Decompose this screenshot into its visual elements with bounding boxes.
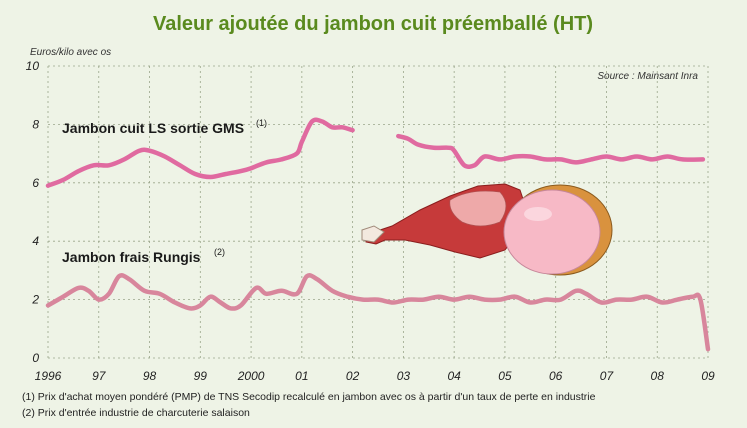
x-tick-label: 04 (447, 369, 461, 383)
y-tick-label: 2 (31, 293, 39, 307)
y-tick-label: 6 (32, 176, 39, 190)
x-tick-label: 99 (194, 369, 208, 383)
y-axis-label: Euros/kilo avec os (30, 47, 111, 58)
x-tick-label: 03 (397, 369, 411, 383)
y-tick-label: 10 (26, 59, 40, 73)
x-tick-label: 1996 (35, 369, 62, 383)
x-tick-label: 08 (651, 369, 665, 383)
series-label-jambon-frais: Jambon frais Rungis (62, 249, 201, 265)
footnote-1: (1) Prix d'achat moyen pondéré (PMP) de … (22, 391, 596, 403)
x-tick-label: 05 (498, 369, 512, 383)
x-tick-label: 02 (346, 369, 360, 383)
ham-illustration (361, 183, 613, 276)
chart-title: Valeur ajoutée du jambon cuit préemballé… (153, 13, 593, 35)
source-label: Source : Mainsant Inra (597, 71, 698, 82)
x-tick-label: 06 (549, 369, 563, 383)
x-tick-label: 97 (92, 369, 107, 383)
x-tick-label: 09 (701, 369, 715, 383)
x-tick-label: 07 (600, 369, 615, 383)
series-note-ref-1: (1) (256, 118, 267, 128)
series-lines (45, 117, 711, 352)
series-line-0-segment-0 (45, 117, 355, 188)
x-tick-labels: 1996 97 98 99 2000 01 02 03 04 05 06 07 08 09 (35, 369, 715, 383)
footnote-2: (2) Prix d'entrée industrie de charcuter… (22, 407, 250, 419)
y-tick-label: 0 (32, 351, 39, 365)
x-tick-label: 01 (295, 369, 308, 383)
series-note-ref-2: (2) (214, 247, 225, 257)
y-tick-label: 4 (32, 234, 39, 248)
series-label-jambon-cuit: Jambon cuit LS sortie GMS (62, 120, 244, 136)
series-line-0-segment-1 (396, 133, 706, 169)
y-tick-labels: 0 2 4 6 8 10 (26, 59, 40, 365)
x-tick-label: 2000 (237, 369, 265, 383)
x-tick-label: 98 (143, 369, 157, 383)
series-line-1-segment-0 (45, 273, 711, 352)
y-tick-label: 8 (32, 117, 39, 131)
